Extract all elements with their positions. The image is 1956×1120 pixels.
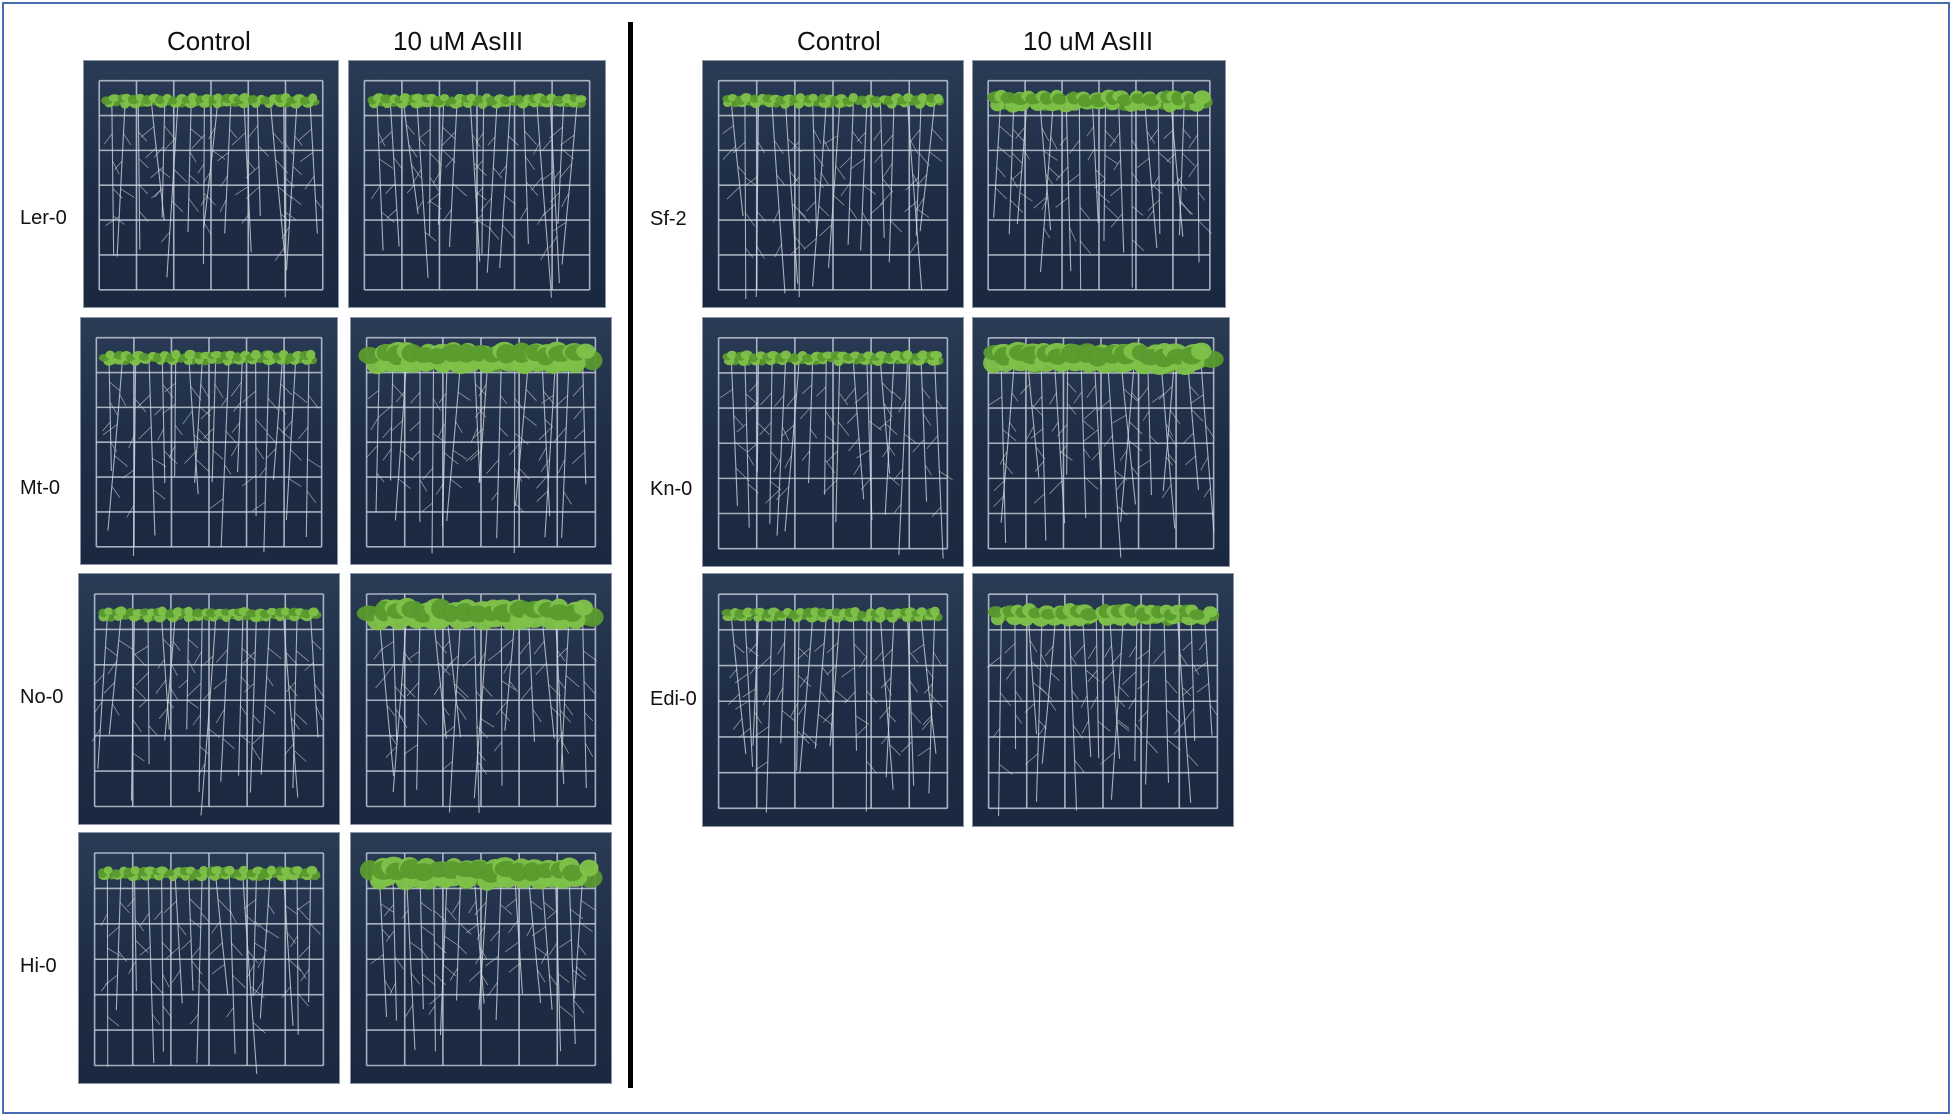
plate-hi-0-control [78,832,340,1084]
plate-edi-0-control [702,573,964,827]
plate-no-0-control [78,573,340,825]
plate-ler-0-control [83,60,339,308]
plate-kn-0-arsenite [972,317,1230,567]
row-label-sf-2: Sf-2 [650,208,687,230]
plate-edi-0-arsenite [972,573,1234,827]
plate-no-0-arsenite [350,573,612,825]
plate-mt-0-control [80,317,338,565]
plate-kn-0-control [702,317,964,567]
panel-divider [628,22,633,1088]
row-label-ler-0: Ler-0 [20,207,67,229]
right-header-arsenite: 10 uM AsIII [1023,26,1154,56]
plate-hi-0-arsenite [350,832,612,1084]
row-label-hi-0: Hi-0 [20,955,57,977]
plate-sf-2-control [702,60,964,308]
plate-sf-2-arsenite [972,60,1226,308]
row-label-no-0: No-0 [20,686,64,708]
row-label-edi-0: Edi-0 [650,688,697,710]
row-label-kn-0: Kn-0 [650,478,693,500]
right-header-control: Control [797,26,881,56]
left-header-arsenite: 10 uM AsIII [393,26,524,56]
plate-mt-0-arsenite [350,317,612,565]
plate-ler-0-arsenite [348,60,606,308]
row-label-mt-0: Mt-0 [20,477,60,499]
left-header-control: Control [167,26,251,56]
